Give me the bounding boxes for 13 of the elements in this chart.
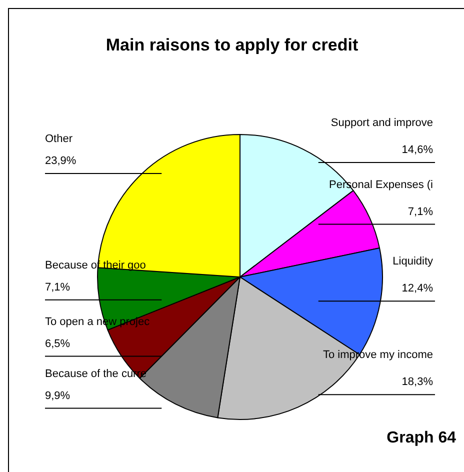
data-label: 6,5% [45,338,70,350]
chart-title: Main raisons to apply for credit [106,36,358,55]
slice-label: Liquidity [392,256,434,268]
data-label: 7,1% [408,206,434,218]
data-label: 9,9% [45,390,70,402]
data-label: 12,4% [402,282,434,295]
caption: Graph 64 [386,429,456,446]
data-label: 14,6% [402,144,434,156]
slice-label: Other [45,132,73,145]
data-label: 23,9% [45,154,76,167]
data-label: 7,1% [45,281,70,294]
data-label: 18,3% [402,376,434,388]
slice-label: Support and improve [330,117,433,130]
